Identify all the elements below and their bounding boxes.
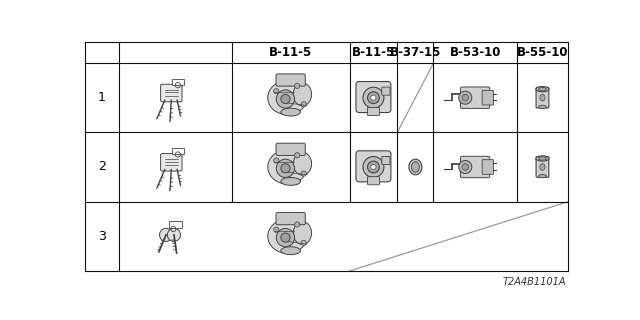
Text: 1: 1 xyxy=(98,91,106,104)
Text: T2A4B1101A: T2A4B1101A xyxy=(502,277,566,287)
Ellipse shape xyxy=(293,221,312,244)
Circle shape xyxy=(274,227,279,232)
Ellipse shape xyxy=(268,219,307,253)
FancyBboxPatch shape xyxy=(382,156,390,164)
FancyBboxPatch shape xyxy=(161,154,182,171)
FancyBboxPatch shape xyxy=(161,84,182,102)
FancyBboxPatch shape xyxy=(356,151,391,182)
Ellipse shape xyxy=(281,108,300,116)
Bar xyxy=(172,148,184,155)
FancyBboxPatch shape xyxy=(276,212,305,225)
Circle shape xyxy=(294,83,300,89)
Circle shape xyxy=(459,160,472,173)
FancyBboxPatch shape xyxy=(460,156,490,178)
Circle shape xyxy=(281,233,290,242)
Circle shape xyxy=(363,87,384,108)
Circle shape xyxy=(367,92,380,104)
Text: B-37-15: B-37-15 xyxy=(390,46,441,59)
Circle shape xyxy=(294,153,300,158)
Text: B-53-10: B-53-10 xyxy=(449,46,500,59)
Ellipse shape xyxy=(409,159,422,175)
Circle shape xyxy=(276,159,294,178)
Text: 3: 3 xyxy=(98,230,106,243)
Bar xyxy=(169,221,182,228)
Circle shape xyxy=(281,94,290,104)
Ellipse shape xyxy=(293,152,312,175)
Ellipse shape xyxy=(538,105,547,108)
Ellipse shape xyxy=(538,88,547,91)
Ellipse shape xyxy=(536,156,549,161)
Circle shape xyxy=(459,91,472,104)
Circle shape xyxy=(462,164,468,170)
Circle shape xyxy=(301,171,307,176)
Ellipse shape xyxy=(293,83,312,106)
Circle shape xyxy=(159,228,173,242)
FancyBboxPatch shape xyxy=(536,157,549,177)
FancyBboxPatch shape xyxy=(356,82,391,113)
FancyBboxPatch shape xyxy=(276,74,305,86)
FancyBboxPatch shape xyxy=(482,160,493,174)
FancyBboxPatch shape xyxy=(536,87,549,108)
Ellipse shape xyxy=(540,94,545,101)
Circle shape xyxy=(462,94,468,101)
Text: B-11-5: B-11-5 xyxy=(352,46,395,59)
Circle shape xyxy=(301,240,307,245)
Circle shape xyxy=(294,222,300,227)
Ellipse shape xyxy=(281,247,300,255)
Text: B-11-5: B-11-5 xyxy=(269,46,312,59)
Ellipse shape xyxy=(540,164,545,170)
FancyBboxPatch shape xyxy=(382,87,390,95)
Circle shape xyxy=(363,156,384,178)
Ellipse shape xyxy=(538,157,547,160)
Circle shape xyxy=(276,90,294,108)
FancyBboxPatch shape xyxy=(367,108,380,116)
Bar xyxy=(172,79,184,85)
Circle shape xyxy=(276,228,294,247)
Ellipse shape xyxy=(268,150,307,184)
Circle shape xyxy=(371,95,376,100)
Ellipse shape xyxy=(268,81,307,115)
Circle shape xyxy=(367,161,380,173)
Text: 2: 2 xyxy=(98,161,106,173)
FancyBboxPatch shape xyxy=(482,90,493,105)
Ellipse shape xyxy=(412,162,419,172)
Ellipse shape xyxy=(536,87,549,92)
Circle shape xyxy=(274,89,279,94)
Circle shape xyxy=(371,164,376,170)
FancyBboxPatch shape xyxy=(460,87,490,108)
Circle shape xyxy=(281,164,290,173)
FancyBboxPatch shape xyxy=(367,177,380,185)
FancyBboxPatch shape xyxy=(276,143,305,156)
Ellipse shape xyxy=(538,174,547,178)
Circle shape xyxy=(301,102,307,107)
Circle shape xyxy=(168,228,180,242)
Text: B-55-10: B-55-10 xyxy=(516,46,568,59)
Circle shape xyxy=(274,158,279,163)
Ellipse shape xyxy=(281,178,300,185)
